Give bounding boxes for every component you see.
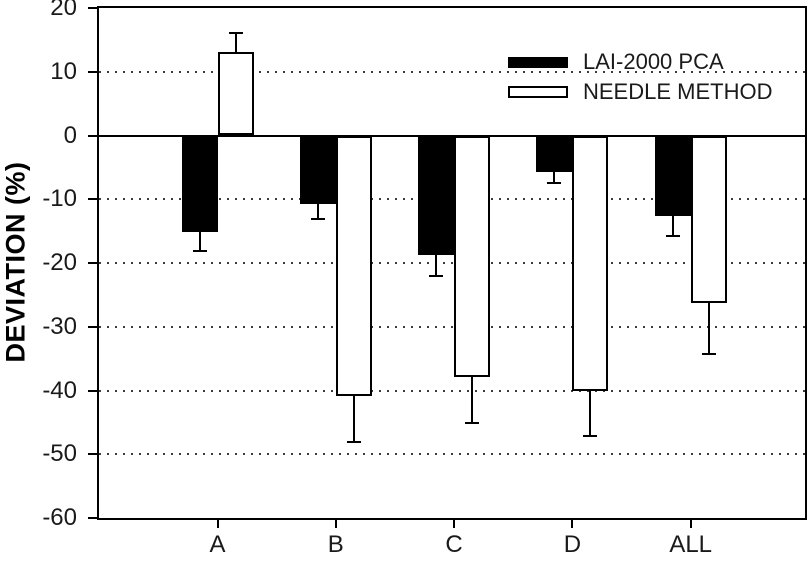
- error-whisker-lai2000-B: [316, 204, 319, 219]
- bar-lai2000-ALL: [654, 135, 691, 216]
- y-tick-label-20: 20: [50, 0, 77, 21]
- x-tick-label-ALL: ALL: [669, 531, 713, 558]
- y-tick-mark--40: [88, 389, 99, 392]
- x-tick-label-A: A: [209, 531, 226, 558]
- error-whisker-lai2000-A: [198, 231, 201, 251]
- bar-needle-C: [454, 135, 491, 378]
- x-tick-label-D: D: [563, 531, 582, 558]
- bar-needle-D: [572, 135, 609, 391]
- y-tick-mark--10: [88, 198, 99, 201]
- bar-needle-A: [217, 51, 254, 136]
- y-tick-label--60: -60: [42, 504, 77, 531]
- x-tick-label-C: C: [445, 531, 463, 558]
- x-tick-mark-ALL: [689, 520, 692, 528]
- y-tick-label--10: -10: [42, 185, 77, 213]
- error-cap-lai2000-D: [547, 181, 562, 184]
- x-tick-label-B: B: [327, 531, 344, 558]
- y-tick-mark-20: [88, 7, 99, 9]
- y-tick-mark--30: [88, 325, 99, 328]
- y-tick-mark--20: [88, 262, 99, 264]
- bar-needle-ALL: [690, 135, 727, 304]
- error-cap-needle-C: [465, 422, 480, 424]
- bar-lai2000-C: [418, 135, 455, 255]
- legend: LAI-2000 PCA NEEDLE METHOD: [508, 47, 772, 107]
- y-tick-label--30: -30: [42, 312, 77, 340]
- y-tick-label-10: 10: [50, 57, 77, 85]
- error-cap-lai2000-C: [429, 275, 444, 278]
- y-tick-label--20: -20: [42, 249, 77, 276]
- x-tick-mark-A: [216, 520, 219, 528]
- legend-swatch-white-icon: [508, 86, 568, 98]
- x-tick-mark-B: [334, 520, 337, 528]
- legend-label-lai-2000-pca: LAI-2000 PCA: [583, 49, 724, 74]
- bar-lai2000-A: [181, 135, 218, 232]
- x-tick-mark-D: [571, 520, 574, 528]
- bar-lai2000-B: [299, 135, 336, 205]
- error-cap-lai2000-B: [310, 218, 325, 220]
- gridline-y-50: [99, 453, 805, 456]
- y-tick-label--40: -40: [42, 376, 77, 404]
- error-whisker-needle-C: [471, 377, 474, 423]
- y-tick-label--50: -50: [42, 440, 77, 468]
- y-tick-mark-10: [88, 70, 99, 73]
- gridline-y-40: [99, 389, 805, 392]
- error-cap-needle-B: [346, 440, 361, 443]
- y-tick-mark--50: [88, 453, 99, 456]
- error-whisker-needle-D: [589, 390, 592, 437]
- y-tick-label-0: 0: [63, 121, 77, 149]
- legend-label-needle-method: NEEDLE METHOD: [583, 79, 773, 104]
- bar-lai2000-D: [536, 135, 573, 172]
- error-cap-lai2000-A: [192, 249, 207, 252]
- bar-needle-B: [335, 135, 372, 396]
- gridline-y10: [99, 70, 805, 73]
- error-cap-needle-ALL: [701, 352, 716, 355]
- error-cap-needle-A: [228, 31, 243, 34]
- gridline-y-20: [99, 262, 805, 264]
- gridline-y-30: [99, 325, 805, 328]
- legend-item-lai-2000-pca: LAI-2000 PCA: [508, 47, 772, 77]
- error-whisker-lai2000-ALL: [671, 215, 674, 236]
- error-whisker-lai2000-D: [553, 171, 556, 183]
- error-cap-needle-D: [583, 435, 598, 438]
- error-whisker-needle-B: [352, 395, 355, 442]
- y-tick-mark--60: [88, 517, 99, 519]
- error-whisker-lai2000-C: [435, 254, 438, 277]
- error-whisker-needle-ALL: [707, 303, 710, 354]
- plot-area: LAI-2000 PCA NEEDLE METHOD: [97, 6, 807, 520]
- x-tick-mark-C: [453, 520, 456, 528]
- legend-swatch-black-icon: [508, 56, 568, 68]
- y-tick-mark-0: [88, 134, 99, 137]
- error-cap-lai2000-ALL: [665, 234, 680, 237]
- error-whisker-needle-A: [234, 31, 237, 52]
- legend-item-needle-method: NEEDLE METHOD: [508, 77, 772, 107]
